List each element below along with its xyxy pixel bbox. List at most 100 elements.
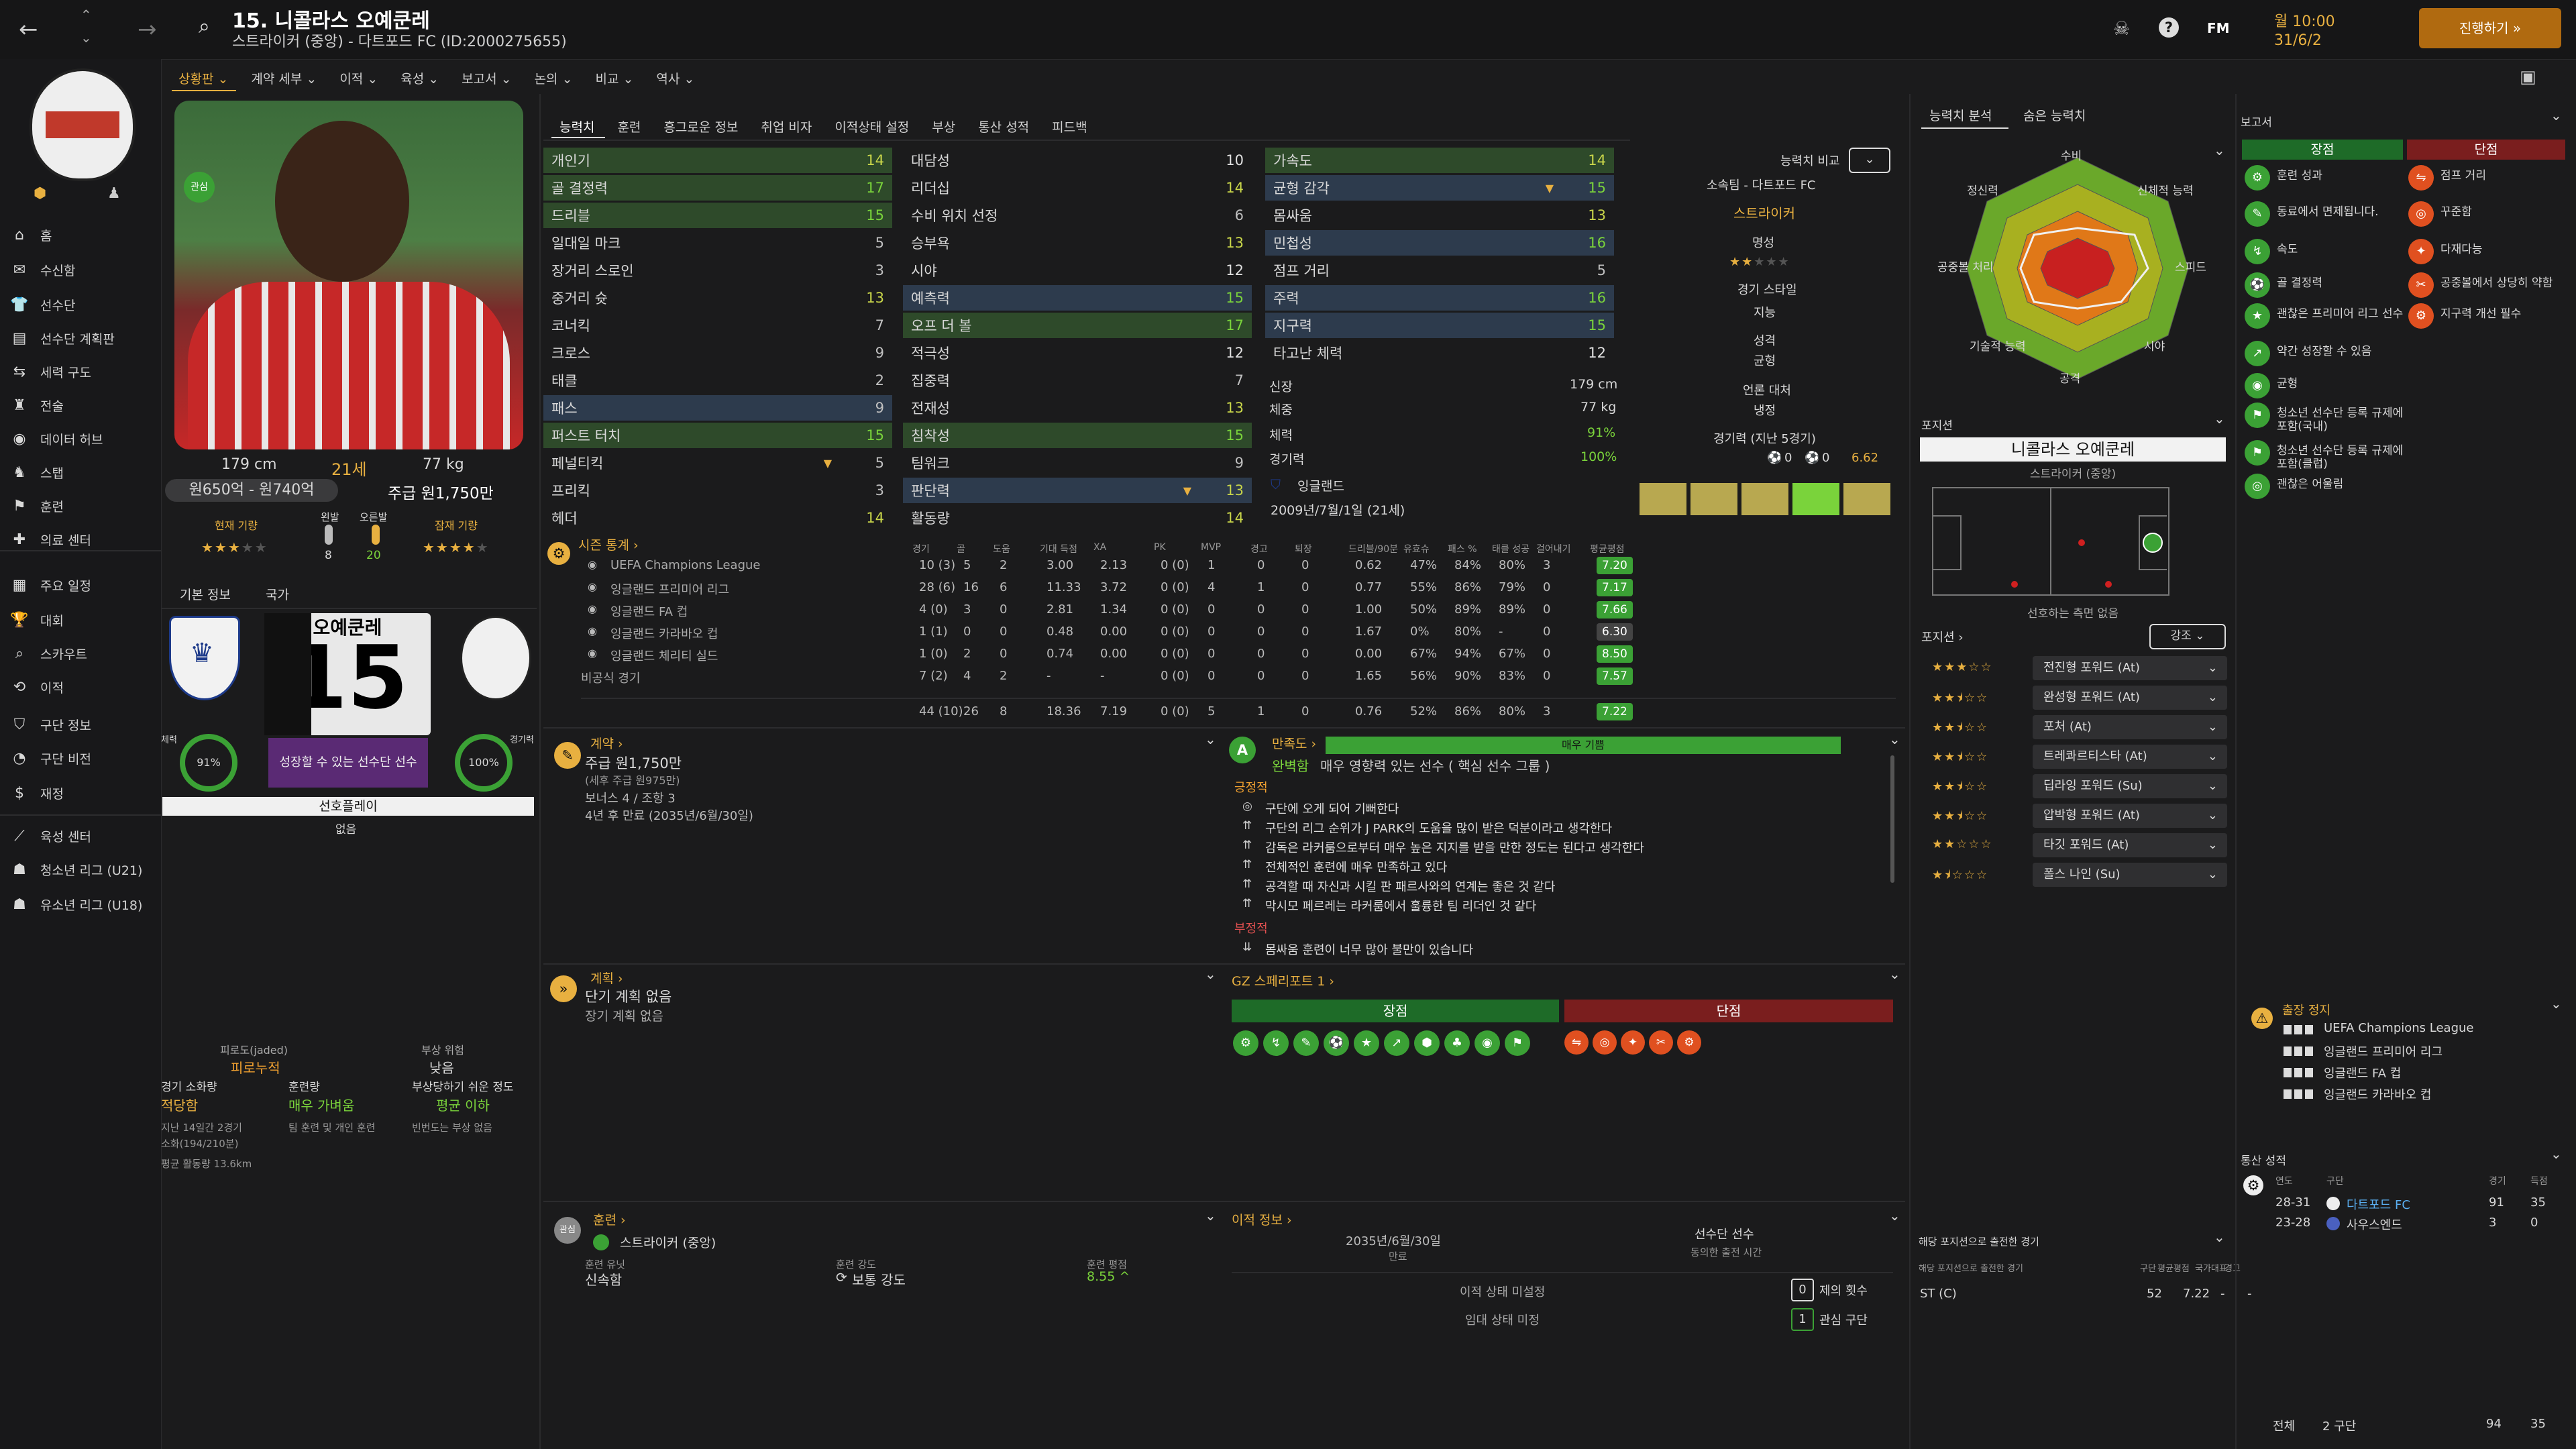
attribute-row[interactable]: 프리킥 3 xyxy=(543,478,892,503)
report-collapse-icon[interactable]: ⌄ xyxy=(2551,107,2562,123)
attribute-row[interactable]: 패스 9 xyxy=(543,395,892,421)
back-icon[interactable]: ← xyxy=(19,16,38,43)
role-dropdown[interactable]: 트레콰르티스타 (At) ⌄ xyxy=(2033,745,2227,769)
layout-icon[interactable]: ▣ xyxy=(2520,67,2536,87)
attribute-row[interactable]: 예측력 15 xyxy=(903,285,1252,311)
sidebar-item[interactable]: ✉ 수신함 xyxy=(9,256,157,283)
info-tab-basic[interactable]: 기본 정보 xyxy=(180,588,231,602)
attr-tab[interactable]: 취업 비자 xyxy=(761,119,812,135)
role-dropdown[interactable]: 폴스 나인 (Su) ⌄ xyxy=(2033,863,2227,887)
attr-tab[interactable]: 부상 xyxy=(932,119,956,135)
forward-icon[interactable]: → xyxy=(138,16,157,43)
training-title[interactable]: 훈련 › xyxy=(593,1213,626,1228)
role-row[interactable]: ★★★☆☆ 전진형 포워드 (At) ⌄ xyxy=(1919,656,2227,683)
sidebar-item[interactable]: ⌕ 스카우트 xyxy=(9,640,157,667)
info-tab-nation[interactable]: 국가 xyxy=(266,588,289,602)
attribute-row[interactable]: 코너킥 7 xyxy=(543,313,892,338)
attribute-row[interactable]: 태클 2 xyxy=(543,368,892,393)
sidebar-item[interactable]: $ 재정 xyxy=(9,780,157,806)
roles-label[interactable]: 포지션 › xyxy=(1921,631,1964,645)
morale-collapse-icon[interactable]: ⌄ xyxy=(1889,731,1900,747)
attr-tab[interactable]: 이적상태 설정 xyxy=(835,119,910,135)
manager-icon[interactable]: ♟ xyxy=(107,185,121,202)
sidebar-item[interactable]: ▤ 선수단 계획판 xyxy=(9,325,157,352)
transfer-title[interactable]: 이적 정보 › xyxy=(1232,1213,1292,1228)
sidebar-item[interactable]: ▦ 주요 일정 xyxy=(9,572,157,598)
suspension-collapse-icon[interactable]: ⌄ xyxy=(2551,996,2562,1012)
continue-button[interactable]: 진행하기 » xyxy=(2419,8,2561,48)
attribute-row[interactable]: 대담성 10 xyxy=(903,148,1252,173)
attribute-row[interactable]: 승부욕 13 xyxy=(903,230,1252,256)
attr-tab[interactable]: 흥그로운 정보 xyxy=(663,119,739,135)
radar-tab-analysis[interactable]: 능력치 분석 xyxy=(1929,109,1992,123)
sidebar-item[interactable]: 🏆 대회 xyxy=(9,606,157,633)
stats-competition[interactable]: UEFA Champions League xyxy=(610,558,761,572)
attribute-row[interactable]: 팀워크 9 xyxy=(903,450,1252,476)
attr-tab[interactable]: 능력치 xyxy=(559,119,595,135)
attribute-row[interactable]: 페널티킥 5 ▼ xyxy=(543,450,892,476)
top-menu-item[interactable]: 논의 ⌄ xyxy=(534,71,573,87)
sidebar-item[interactable]: ◉ 데이터 허브 xyxy=(9,425,157,452)
attribute-row[interactable]: 수비 위치 선정 6 xyxy=(903,203,1252,228)
apps-collapse-icon[interactable]: ⌄ xyxy=(2214,1229,2225,1245)
preferred-role-bar[interactable]: 선호플레이 xyxy=(162,797,534,816)
radar-tab-hidden[interactable]: 숨은 능력치 xyxy=(2023,109,2086,123)
season-stats-title[interactable]: 시즌 통계 › xyxy=(578,538,639,553)
attr-tab[interactable]: 피드백 xyxy=(1052,119,1087,135)
top-menu-item[interactable]: 상황판 ⌄ xyxy=(178,71,229,87)
search-icon[interactable]: ⌕ xyxy=(199,15,210,38)
attribute-row[interactable]: 침착성 15 xyxy=(903,423,1252,448)
attribute-row[interactable]: 장거리 스로인 3 xyxy=(543,258,892,283)
top-menu-item[interactable]: 보고서 ⌄ xyxy=(462,71,512,87)
attribute-row[interactable]: 시야 12 xyxy=(903,258,1252,283)
attribute-row[interactable]: 민첩성 16 xyxy=(1265,230,1614,256)
club-icon[interactable]: ⬢ xyxy=(34,185,47,202)
attribute-row[interactable]: 타고난 체력 12 xyxy=(1265,340,1614,366)
strengths-dropdown[interactable]: 강조 ⌄ xyxy=(2149,624,2226,649)
position-collapse-icon[interactable]: ⌄ xyxy=(2214,411,2225,427)
attribute-row[interactable]: 오프 더 볼 17 xyxy=(903,313,1252,338)
top-menu-item[interactable]: 역사 ⌄ xyxy=(656,71,695,87)
history-down-icon[interactable]: ⌄ xyxy=(80,30,92,46)
morale-scrollbar[interactable] xyxy=(1890,755,1894,883)
attribute-row[interactable]: 크로스 9 xyxy=(543,340,892,366)
help-icon[interactable]: ? xyxy=(2159,17,2179,38)
sidebar-item[interactable]: ☗ 청소년 리그 (U21) xyxy=(9,856,157,883)
role-dropdown[interactable]: 포처 (At) ⌄ xyxy=(2033,715,2227,739)
attribute-row[interactable]: 헤더 14 xyxy=(543,505,892,531)
sidebar-item[interactable]: ♜ 전술 xyxy=(9,392,157,419)
attr-tab[interactable]: 통산 성적 xyxy=(978,119,1030,135)
career-cell[interactable]: 다트포드 FC xyxy=(2347,1198,2410,1212)
sidebar-item[interactable]: ⇆ 세력 구도 xyxy=(9,358,157,385)
attribute-row[interactable]: 지구력 15 xyxy=(1265,313,1614,338)
contract-collapse-icon[interactable]: ⌄ xyxy=(1205,731,1216,747)
sidebar-item[interactable]: ⚑ 훈련 xyxy=(9,492,157,519)
attribute-row[interactable]: 개인기 14 xyxy=(543,148,892,173)
top-menu-item[interactable]: 이적 ⌄ xyxy=(339,71,378,87)
plans-title[interactable]: 계획 › xyxy=(590,971,623,986)
gz-collapse-icon[interactable]: ⌄ xyxy=(1889,966,1900,982)
sidebar-item[interactable]: ⌂ 홈 xyxy=(9,221,157,248)
stats-competition[interactable]: 비공식 경기 xyxy=(581,672,641,686)
role-dropdown[interactable]: 타깃 포워드 (At) ⌄ xyxy=(2033,833,2227,857)
gz-title[interactable]: GZ 스페리포트 1 › xyxy=(1232,974,1334,989)
career-collapse-icon[interactable]: ⌄ xyxy=(2551,1146,2562,1162)
attribute-row[interactable]: 균형 감각 15 ▼ xyxy=(1265,175,1614,201)
stats-competition[interactable]: 잉글랜드 카라바오 컵 xyxy=(610,627,718,641)
top-menu-item[interactable]: 육성 ⌄ xyxy=(400,71,439,87)
attr-tab[interactable]: 훈련 xyxy=(617,119,641,135)
transfer-collapse-icon[interactable]: ⌄ xyxy=(1889,1208,1900,1224)
stats-competition[interactable]: 잉글랜드 체리티 실드 xyxy=(610,649,718,663)
sidebar-item[interactable]: ⛉ 구단 정보 xyxy=(9,711,157,738)
plans-collapse-icon[interactable]: ⌄ xyxy=(1205,966,1216,982)
interest-badge[interactable]: 관심 xyxy=(184,172,215,203)
history-up-icon[interactable]: ⌃ xyxy=(80,7,92,23)
attribute-row[interactable]: 일대일 마크 5 xyxy=(543,230,892,256)
radar-collapse-icon[interactable]: ⌄ xyxy=(2214,142,2225,158)
attribute-row[interactable]: 전재성 13 xyxy=(903,395,1252,421)
role-dropdown[interactable]: 전진형 포워드 (At) ⌄ xyxy=(2033,656,2227,680)
attribute-row[interactable]: 몸싸움 13 xyxy=(1265,203,1614,228)
compare-dropdown[interactable]: ⌄ xyxy=(1849,148,1890,173)
attribute-row[interactable]: 판단력 13 ▼ xyxy=(903,478,1252,503)
attribute-row[interactable]: 중거리 슛 13 xyxy=(543,285,892,311)
